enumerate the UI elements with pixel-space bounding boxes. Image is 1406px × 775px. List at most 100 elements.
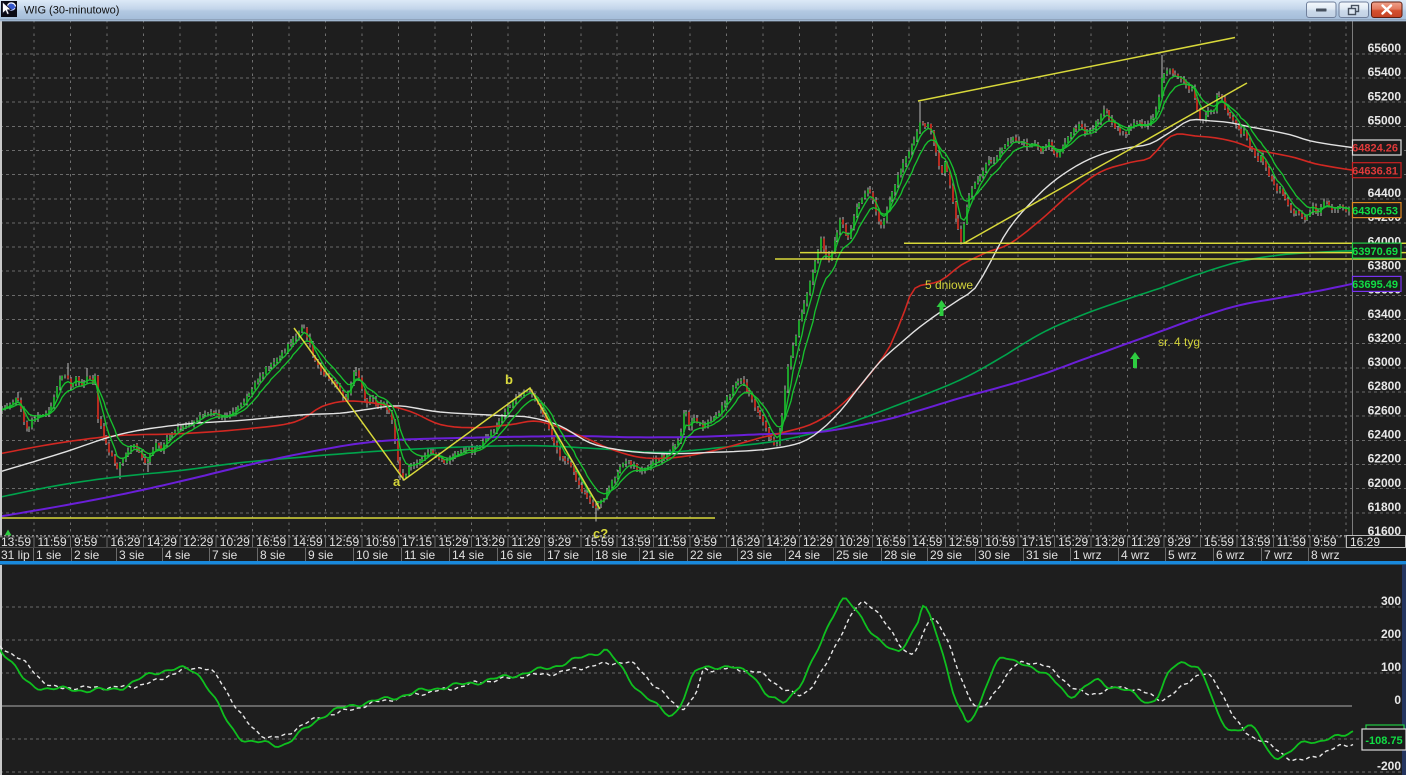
svg-text:16 sie: 16 sie (500, 548, 532, 562)
svg-text:a: a (393, 474, 401, 489)
svg-text:29 sie: 29 sie (930, 548, 962, 562)
svg-text:11:29: 11:29 (511, 535, 540, 549)
svg-text:4 wrz: 4 wrz (1121, 548, 1150, 562)
svg-text:62000: 62000 (1368, 476, 1402, 490)
svg-text:10:59: 10:59 (985, 535, 1015, 549)
svg-text:3 sie: 3 sie (119, 548, 145, 562)
svg-text:9:29: 9:29 (1168, 535, 1192, 549)
svg-text:62400: 62400 (1368, 428, 1402, 442)
svg-text:14:29: 14:29 (147, 535, 177, 549)
svg-text:15:29: 15:29 (1058, 535, 1088, 549)
svg-text:-200: -200 (1377, 759, 1401, 773)
svg-text:15:59: 15:59 (584, 535, 614, 549)
svg-text:-108.75: -108.75 (1365, 735, 1402, 747)
svg-text:13:29: 13:29 (475, 535, 505, 549)
svg-text:14:59: 14:59 (912, 535, 942, 549)
svg-text:5 wrz: 5 wrz (1168, 548, 1197, 562)
svg-text:16:29: 16:29 (730, 535, 760, 549)
svg-text:12:59: 12:59 (949, 535, 979, 549)
svg-text:16:29: 16:29 (110, 535, 140, 549)
svg-text:15:59: 15:59 (1204, 535, 1234, 549)
svg-text:9:29: 9:29 (548, 535, 572, 549)
svg-text:8 wrz: 8 wrz (1311, 548, 1340, 562)
svg-text:65200: 65200 (1368, 89, 1402, 103)
svg-text:18 sie: 18 sie (595, 548, 627, 562)
svg-text:12:29: 12:29 (803, 535, 833, 549)
svg-text:13:29: 13:29 (1095, 535, 1125, 549)
svg-text:2 sie: 2 sie (74, 548, 100, 562)
svg-text:6 wrz: 6 wrz (1216, 548, 1245, 562)
svg-text:16:29: 16:29 (1350, 535, 1380, 549)
svg-text:65000: 65000 (1368, 114, 1402, 128)
svg-text:5 dniowe: 5 dniowe (925, 278, 973, 292)
svg-text:17:15: 17:15 (1022, 535, 1052, 549)
svg-text:9:59: 9:59 (694, 535, 718, 549)
svg-text:7 sie: 7 sie (212, 548, 238, 562)
svg-text:63200: 63200 (1368, 331, 1402, 345)
svg-text:11:59: 11:59 (38, 535, 67, 549)
svg-text:63000: 63000 (1368, 355, 1402, 369)
svg-text:65400: 65400 (1368, 65, 1402, 79)
svg-text:61800: 61800 (1368, 500, 1402, 514)
svg-text:14 sie: 14 sie (452, 548, 484, 562)
svg-text:23 sie: 23 sie (740, 548, 772, 562)
svg-text:25 sie: 25 sie (836, 548, 868, 562)
svg-text:13:59: 13:59 (1240, 535, 1270, 549)
svg-text:10 sie: 10 sie (356, 548, 388, 562)
svg-text:8 sie: 8 sie (260, 548, 286, 562)
svg-text:61600: 61600 (1368, 524, 1402, 538)
svg-text:4 sie: 4 sie (165, 548, 191, 562)
svg-text:c?: c? (593, 526, 608, 541)
svg-text:14:29: 14:29 (767, 535, 797, 549)
svg-text:64824.26: 64824.26 (1352, 143, 1398, 155)
svg-text:sr. 4 tyg: sr. 4 tyg (1158, 335, 1200, 349)
svg-text:15:29: 15:29 (439, 535, 469, 549)
svg-text:1 sie: 1 sie (36, 548, 62, 562)
svg-text:200: 200 (1381, 627, 1401, 641)
svg-text:100: 100 (1381, 660, 1401, 674)
svg-text:16:59: 16:59 (256, 535, 286, 549)
svg-text:31 lip: 31 lip (1, 548, 30, 562)
svg-text:11 sie: 11 sie (404, 548, 435, 562)
svg-text:300: 300 (1381, 594, 1401, 608)
svg-text:10:29: 10:29 (220, 535, 250, 549)
svg-text:9:59: 9:59 (74, 535, 98, 549)
svg-text:63400: 63400 (1368, 307, 1402, 321)
svg-text:17:15: 17:15 (402, 535, 432, 549)
svg-text:9 sie: 9 sie (308, 548, 334, 562)
svg-text:30 sie: 30 sie (978, 548, 1010, 562)
svg-text:17 sie: 17 sie (547, 548, 579, 562)
svg-text:11:59: 11:59 (657, 535, 686, 549)
svg-text:10:59: 10:59 (366, 535, 396, 549)
svg-text:10:29: 10:29 (839, 535, 869, 549)
svg-text:24 sie: 24 sie (788, 548, 820, 562)
svg-text:13:59: 13:59 (1, 535, 31, 549)
svg-text:16:59: 16:59 (876, 535, 906, 549)
svg-text:11:29: 11:29 (1131, 535, 1160, 549)
svg-text:11:59: 11:59 (1277, 535, 1306, 549)
svg-text:b: b (505, 372, 513, 387)
svg-text:21 sie: 21 sie (642, 548, 674, 562)
svg-text:65600: 65600 (1368, 41, 1402, 55)
svg-text:64400: 64400 (1368, 186, 1402, 200)
svg-text:63695.49: 63695.49 (1352, 279, 1398, 291)
svg-text:12:29: 12:29 (183, 535, 213, 549)
svg-text:0: 0 (1394, 693, 1401, 707)
svg-text:63800: 63800 (1368, 258, 1402, 272)
svg-text:12:59: 12:59 (329, 535, 359, 549)
svg-text:62600: 62600 (1368, 403, 1402, 417)
svg-text:22 sie: 22 sie (690, 548, 722, 562)
svg-text:9:59: 9:59 (1313, 535, 1337, 549)
svg-text:14:59: 14:59 (293, 535, 323, 549)
svg-text:62200: 62200 (1368, 452, 1402, 466)
svg-text:63970.69: 63970.69 (1352, 246, 1398, 258)
svg-text:64636.81: 64636.81 (1352, 165, 1398, 177)
svg-text:WIG (30-minutowo): WIG (30-minutowo) (24, 5, 119, 17)
svg-text:1 wrz: 1 wrz (1073, 548, 1102, 562)
svg-text:64306.53: 64306.53 (1352, 205, 1398, 217)
svg-text:62800: 62800 (1368, 379, 1402, 393)
svg-text:28 sie: 28 sie (884, 548, 916, 562)
svg-text:31 sie: 31 sie (1026, 548, 1058, 562)
svg-text:7 wrz: 7 wrz (1264, 548, 1293, 562)
svg-text:13:59: 13:59 (621, 535, 651, 549)
